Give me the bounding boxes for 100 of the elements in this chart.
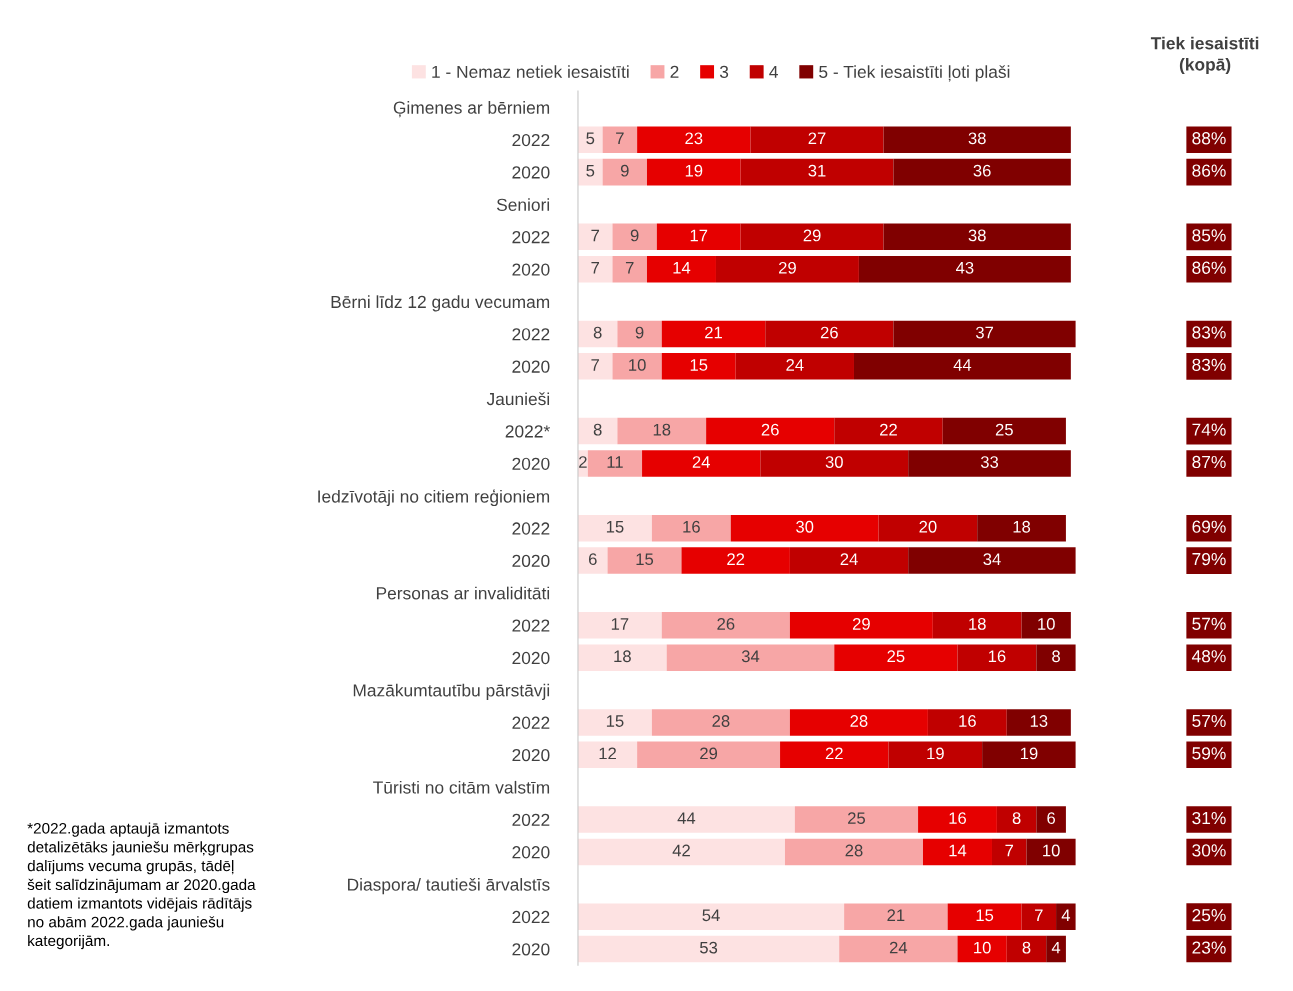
data-label: 16 bbox=[949, 812, 967, 825]
bar bbox=[760, 450, 909, 477]
bar bbox=[789, 709, 928, 736]
data-label: 6 bbox=[1047, 812, 1056, 825]
data-label: 14 bbox=[673, 262, 691, 274]
data-label: 2 bbox=[579, 456, 587, 468]
data-label: 21 bbox=[887, 909, 905, 921]
data-label: 13 bbox=[1030, 715, 1048, 727]
data-label: 25 bbox=[995, 423, 1013, 436]
data-label: 15 bbox=[606, 715, 624, 727]
text: 69% bbox=[1192, 520, 1226, 533]
data-label: 44 bbox=[953, 359, 972, 371]
data-label: 25 bbox=[848, 812, 866, 825]
data-label: 7 bbox=[1035, 909, 1043, 921]
data-label: 22 bbox=[825, 747, 843, 760]
data-label: 5 bbox=[586, 132, 595, 145]
y-tick-label: Tūristi no citām valstīm bbox=[373, 780, 550, 794]
text: 57% bbox=[1192, 617, 1226, 630]
data-label: 7 bbox=[625, 262, 634, 274]
bar bbox=[577, 709, 652, 736]
y-tick-label: 2020 bbox=[512, 651, 550, 665]
data-label: 15 bbox=[690, 359, 708, 371]
bar bbox=[715, 255, 859, 283]
data-label: 23 bbox=[685, 132, 703, 145]
data-label: 9 bbox=[630, 229, 639, 242]
data-label: 24 bbox=[786, 359, 804, 371]
bar bbox=[947, 903, 1022, 930]
bar bbox=[780, 741, 889, 769]
bar bbox=[765, 320, 894, 348]
data-label: 7 bbox=[591, 262, 600, 274]
data-label: 26 bbox=[717, 617, 735, 630]
bar bbox=[577, 255, 613, 283]
bar bbox=[957, 644, 1037, 671]
bar bbox=[942, 417, 1066, 445]
y-tick-label: 2022 bbox=[512, 619, 550, 632]
bar bbox=[740, 223, 884, 251]
data-label: 33 bbox=[980, 456, 999, 468]
data-label: 31 bbox=[808, 164, 826, 177]
bar bbox=[646, 158, 741, 186]
data-label: 10 bbox=[1043, 844, 1060, 857]
y-tick-label: Mazākumtautību pārstāvji bbox=[353, 683, 550, 700]
data-label: 29 bbox=[779, 261, 796, 274]
data-label: 34 bbox=[741, 650, 760, 663]
data-label: 16 bbox=[683, 520, 700, 533]
data-label: 8 bbox=[1012, 812, 1021, 825]
legend-label: 2 bbox=[670, 65, 679, 78]
bar bbox=[839, 935, 958, 963]
data-label: 12 bbox=[599, 747, 616, 760]
data-label: 9 bbox=[620, 164, 629, 177]
bar bbox=[853, 353, 1071, 380]
bar bbox=[922, 838, 992, 866]
bar bbox=[577, 644, 667, 671]
bar bbox=[651, 514, 731, 542]
bar bbox=[577, 806, 795, 833]
y-tick-label: 2022* bbox=[505, 425, 550, 438]
bar bbox=[666, 644, 835, 671]
text: 83% bbox=[1192, 358, 1226, 371]
bar bbox=[637, 741, 781, 769]
data-label: 38 bbox=[968, 132, 986, 145]
y-tick-label: Bērni līdz 12 gadu vecumam bbox=[331, 295, 550, 312]
data-label: 27 bbox=[808, 132, 826, 145]
y-tick-label: Iedzīvotāji no citiem reģioniem bbox=[318, 489, 550, 507]
bar bbox=[977, 514, 1066, 542]
data-label: 6 bbox=[588, 553, 597, 566]
bar bbox=[991, 838, 1027, 866]
bar bbox=[794, 806, 919, 833]
y-tick-label: 2020 bbox=[512, 943, 550, 956]
data-label: 9 bbox=[635, 326, 644, 339]
text: 31% bbox=[1192, 811, 1226, 825]
bar bbox=[996, 806, 1037, 833]
bar bbox=[844, 903, 948, 930]
data-label: 16 bbox=[988, 650, 1006, 663]
data-label: 22 bbox=[727, 553, 745, 565]
data-label: 10 bbox=[974, 941, 991, 954]
bar bbox=[735, 353, 854, 380]
data-label: 16 bbox=[959, 715, 976, 727]
data-label: 19 bbox=[927, 747, 944, 760]
data-label: 18 bbox=[614, 650, 631, 663]
data-label: 10 bbox=[1038, 617, 1055, 630]
bar bbox=[957, 935, 1007, 963]
data-label: 11 bbox=[607, 456, 623, 468]
data-label: 14 bbox=[949, 844, 967, 857]
bar bbox=[982, 741, 1076, 769]
y-tick-label: 2020 bbox=[512, 360, 550, 373]
bar bbox=[1006, 935, 1047, 963]
bar bbox=[1036, 806, 1066, 833]
data-label: 37 bbox=[975, 326, 994, 339]
bar bbox=[883, 223, 1071, 251]
data-label: 34 bbox=[983, 553, 1001, 566]
data-label: 5 bbox=[586, 164, 595, 177]
y-tick-label: 2022 bbox=[512, 133, 550, 147]
bar bbox=[612, 353, 662, 380]
text: 59% bbox=[1192, 747, 1226, 760]
text: Tiek iesaistīti (kopā) bbox=[1150, 36, 1259, 75]
bar bbox=[1021, 903, 1057, 930]
bar bbox=[642, 450, 761, 477]
data-label: 8 bbox=[593, 423, 602, 436]
data-label: 8 bbox=[1052, 650, 1060, 663]
bar bbox=[789, 612, 933, 639]
data-label: 29 bbox=[700, 747, 718, 760]
